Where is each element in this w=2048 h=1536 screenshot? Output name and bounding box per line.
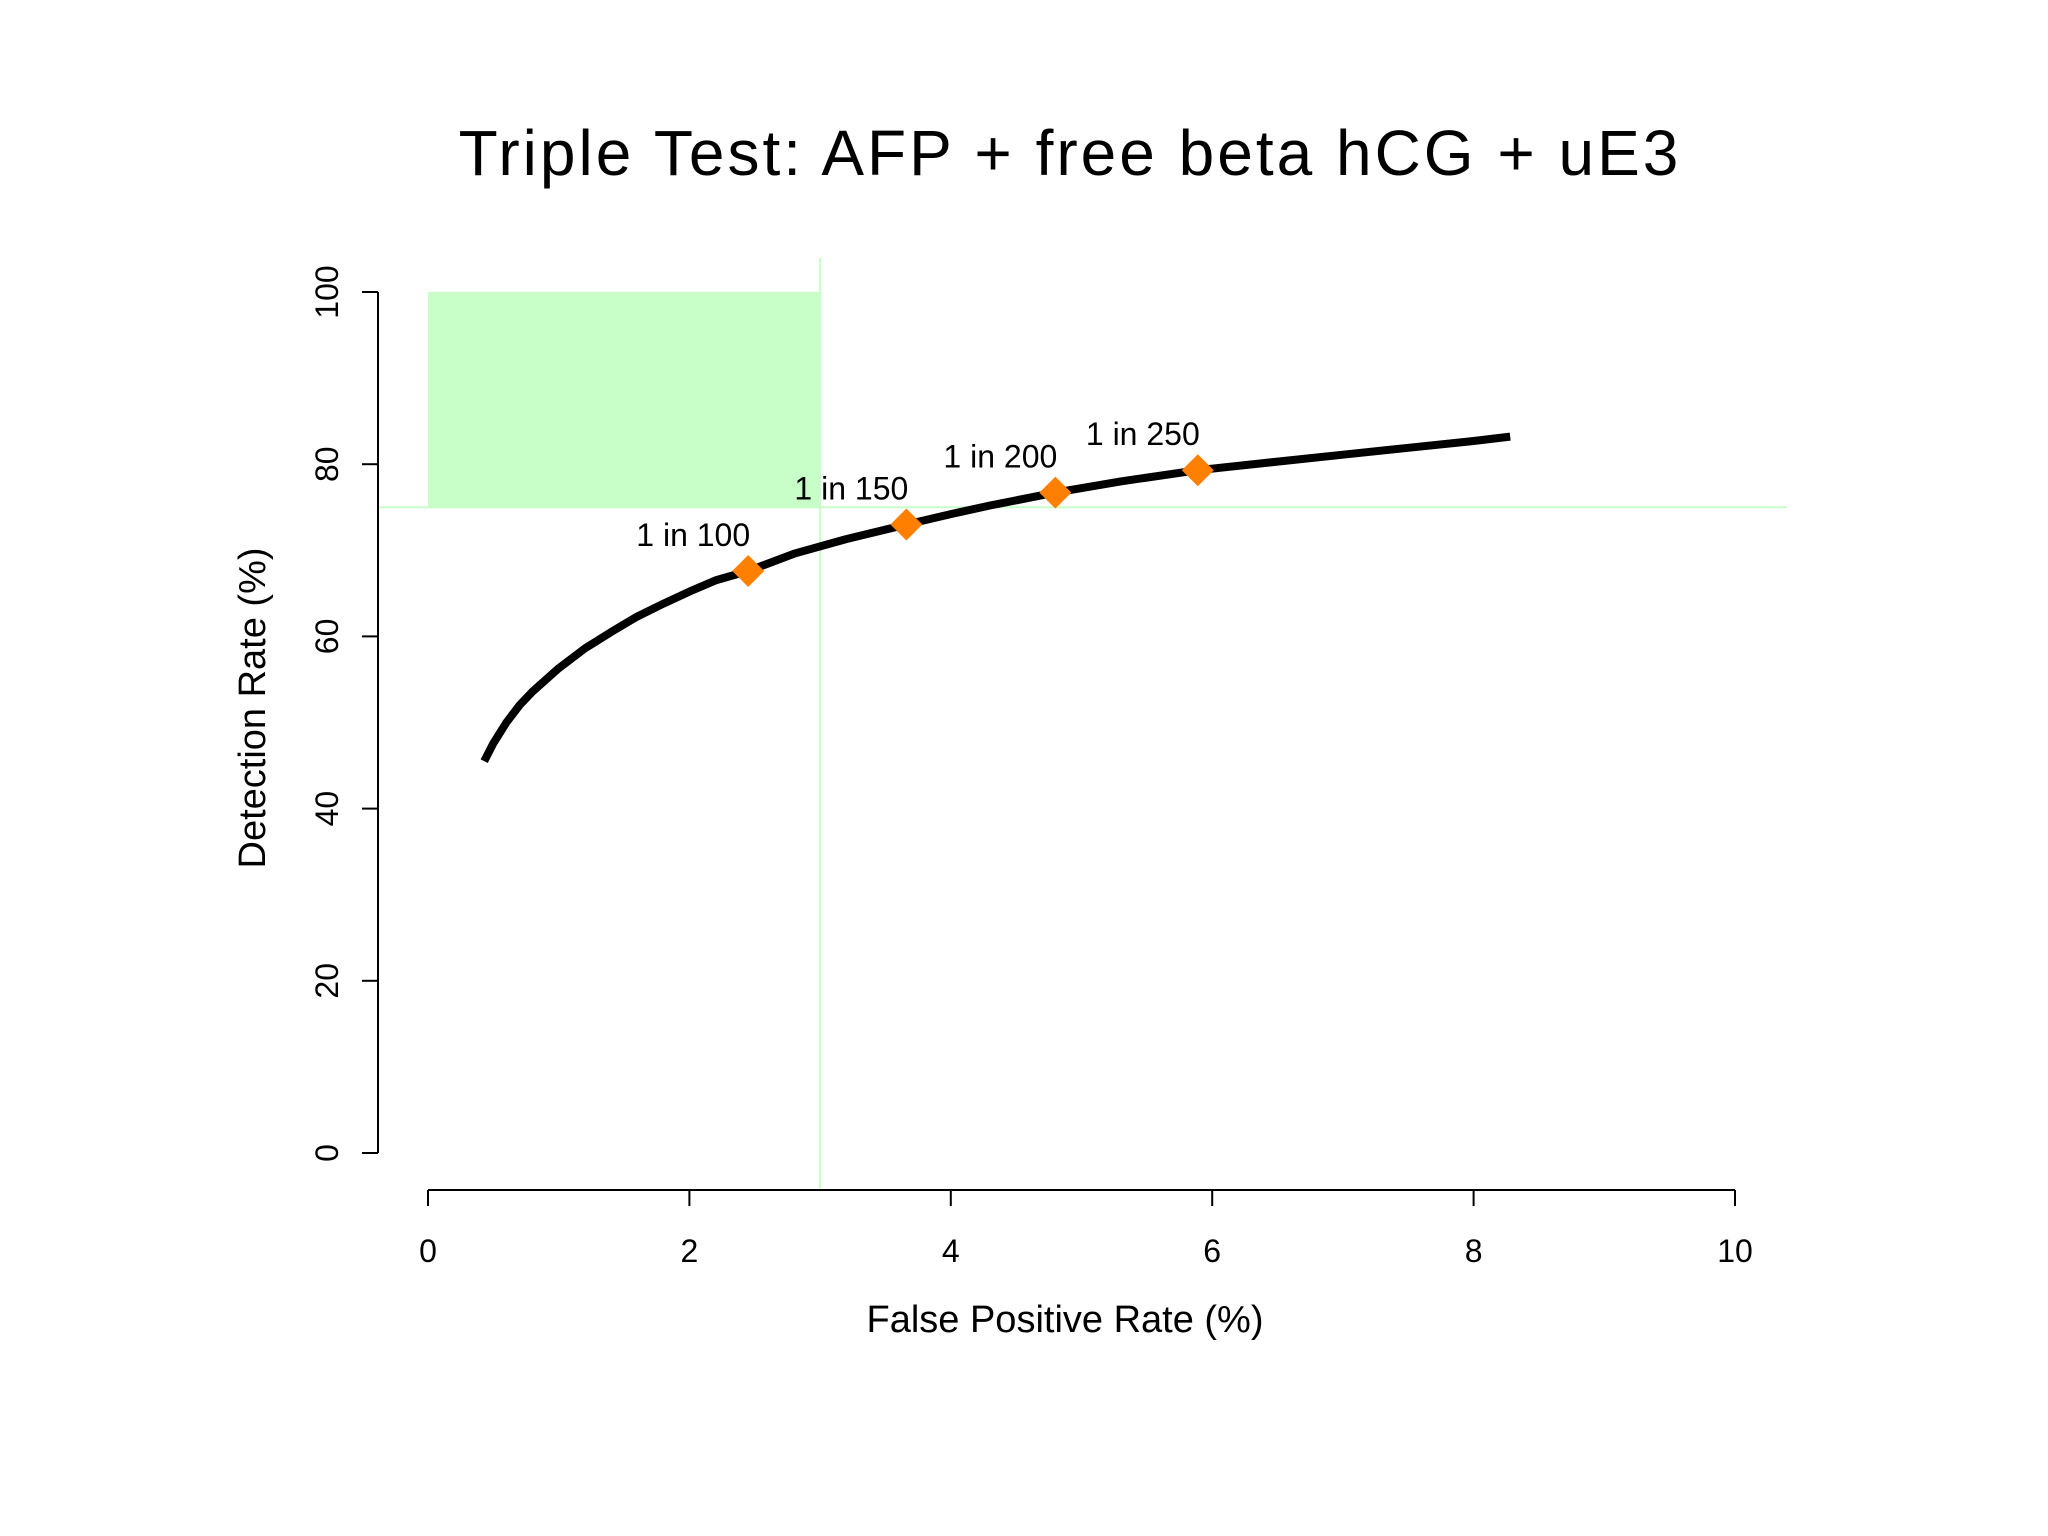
- y-tick-label: 60: [309, 619, 345, 655]
- risk-cutoff-point: [890, 508, 923, 541]
- y-tick-label: 20: [309, 963, 345, 999]
- target-region: [428, 292, 821, 508]
- y-axis-label: Detection Rate (%): [232, 547, 274, 868]
- y-tick-label: 0: [309, 1144, 345, 1162]
- risk-cutoff-label: 1 in 250: [1086, 416, 1200, 452]
- chart-title: Triple Test: AFP + free beta hCG + uE3: [459, 117, 1682, 189]
- y-tick-label: 100: [309, 265, 345, 318]
- risk-cutoff-label: 1 in 150: [794, 470, 908, 506]
- detection-curve: [480, 432, 1511, 764]
- risk-cutoff-point: [1039, 476, 1072, 509]
- risk-cutoff-label: 1 in 100: [636, 517, 750, 553]
- axes: 0 20 40 60 80 100 0 2 4 6 8 10: [309, 265, 1753, 1269]
- risk-cutoff-point: [1181, 454, 1214, 487]
- x-axis-label: False Positive Rate (%): [866, 1299, 1263, 1341]
- x-tick-label: 2: [681, 1233, 699, 1269]
- plot-area: 1 in 100 1 in 150 1 in 200 1 in 250: [378, 258, 1787, 1190]
- y-tick-label: 40: [309, 791, 345, 827]
- risk-cutoff-label: 1 in 200: [943, 439, 1057, 475]
- risk-cutoff-point: [732, 554, 765, 587]
- x-tick-label: 8: [1465, 1233, 1483, 1269]
- x-tick-label: 0: [419, 1233, 437, 1269]
- y-tick-label: 80: [309, 446, 345, 482]
- x-tick-label: 4: [942, 1233, 960, 1269]
- x-tick-label: 6: [1203, 1233, 1221, 1269]
- x-tick-label: 10: [1717, 1233, 1753, 1269]
